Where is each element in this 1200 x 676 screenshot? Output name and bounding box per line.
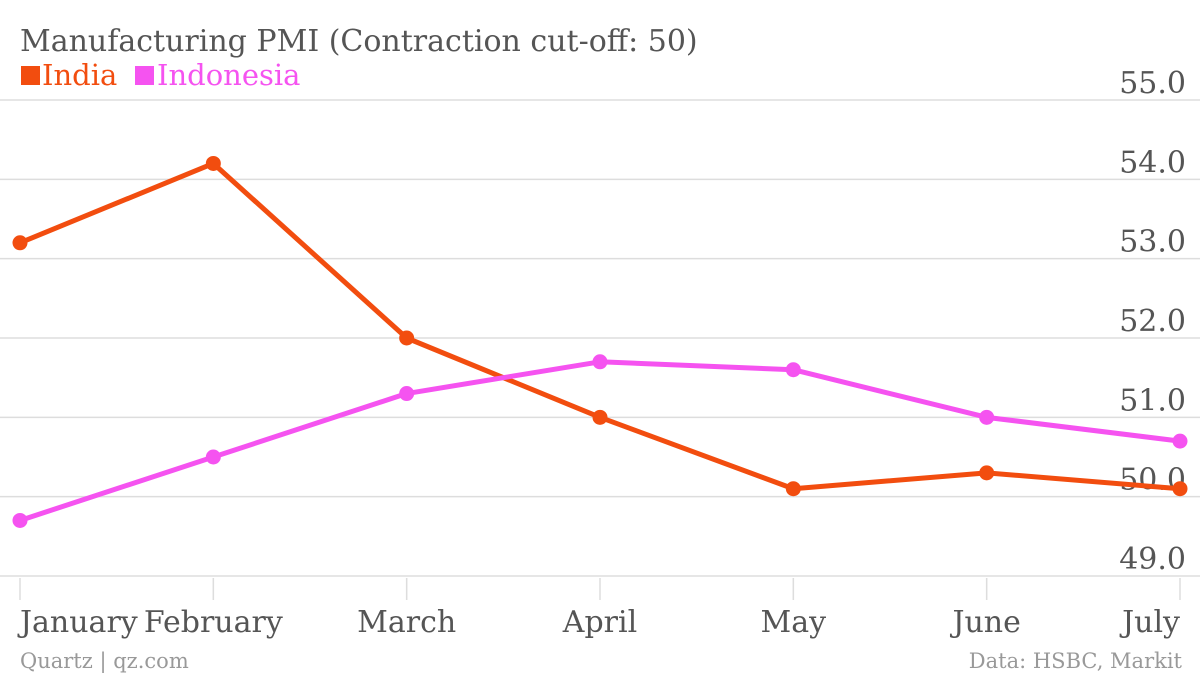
data-point-india (1172, 481, 1188, 497)
y-tick-label: 53.0 (1119, 225, 1186, 260)
chart-title: Manufacturing PMI (Contraction cut-off: … (20, 24, 698, 59)
data-point-indonesia (592, 354, 608, 370)
data-point-india (785, 481, 801, 497)
legend-label-india: India (42, 58, 117, 92)
x-tick-label: June (949, 605, 1020, 640)
data-point-indonesia (1172, 433, 1188, 449)
legend-label-indonesia: Indonesia (157, 58, 300, 92)
x-tick-label: July (1119, 605, 1180, 640)
x-tick-label: March (357, 605, 456, 640)
x-tick-label: April (562, 605, 637, 640)
data-point-indonesia (399, 386, 415, 402)
data-point-indonesia (12, 512, 28, 528)
data-point-india (399, 330, 415, 346)
legend: India Indonesia (21, 58, 300, 92)
data-point-india (12, 235, 28, 251)
y-tick-label: 55.0 (1119, 66, 1186, 101)
y-tick-label: 49.0 (1119, 542, 1186, 577)
data-point-india (979, 465, 995, 481)
x-axis-ticks: January February March April May June July (17, 578, 1181, 640)
data-source: Data: HSBC, Markit (969, 649, 1183, 673)
y-tick-label: 54.0 (1119, 145, 1186, 180)
data-point-indonesia (785, 362, 801, 378)
y-axis-ticks: 55.054.053.052.051.050.049.0 (1119, 66, 1186, 577)
gridlines (0, 99, 1200, 577)
x-tick-label: February (144, 605, 283, 640)
data-point-indonesia (205, 449, 221, 465)
x-tick-label: May (761, 605, 827, 640)
y-tick-label: 51.0 (1119, 383, 1186, 418)
x-tick-label: January (17, 605, 138, 640)
data-point-india (205, 155, 221, 171)
data-point-india (592, 409, 608, 425)
legend-swatch-india (21, 66, 40, 85)
series (12, 155, 1188, 528)
data-point-indonesia (979, 409, 995, 425)
series-line-india (17, 160, 1183, 492)
y-tick-label: 52.0 (1119, 304, 1186, 339)
legend-swatch-indonesia (135, 66, 154, 85)
source-credit: Quartz | qz.com (20, 649, 189, 674)
